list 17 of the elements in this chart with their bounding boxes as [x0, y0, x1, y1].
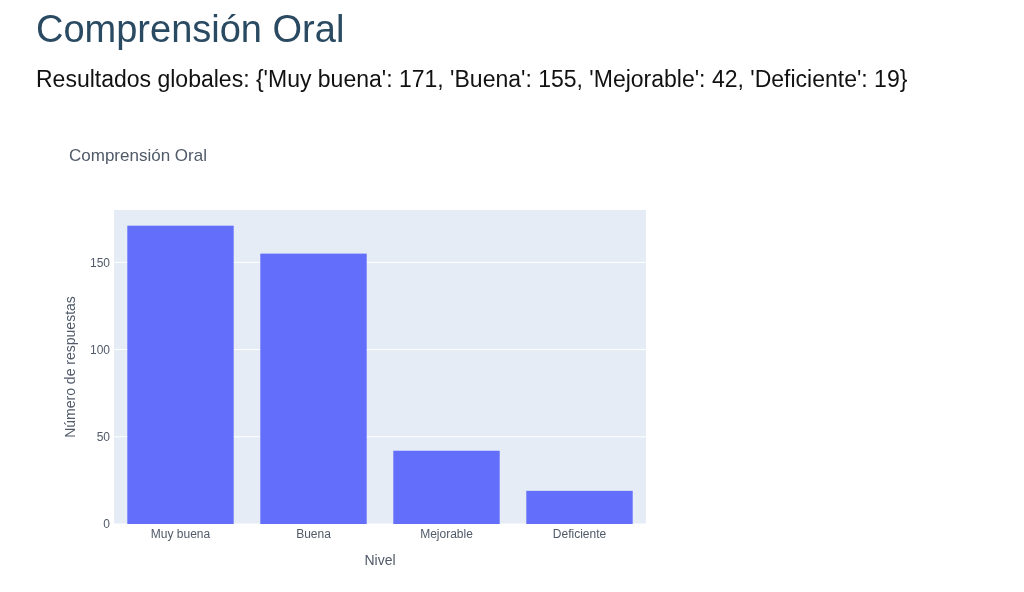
y-tick-label: 50: [96, 429, 111, 444]
bar: [526, 490, 633, 524]
x-tick-label: Deficiente: [552, 527, 607, 541]
x-tick-label: Buena: [296, 527, 332, 541]
x-axis-title: Nivel: [364, 552, 396, 568]
y-tick-label: 0: [103, 517, 111, 532]
x-tick-label: Mejorable: [420, 527, 474, 541]
chart-title: Comprensión Oral: [36, 8, 345, 50]
text: Comprensión Oral: [69, 146, 207, 165]
bar: [260, 253, 367, 524]
y-axis-title: Número de respuestas: [62, 296, 78, 438]
chart-subtitle: Resultados globales: {'Muy buena': 171, 'Buena': 155, 'Mejorable': 42, 'Deficiente': 19}: [36, 66, 908, 92]
x-tick-label: Muy buena: [150, 527, 211, 541]
y-tick-label: 100: [89, 342, 111, 357]
bar: [127, 225, 234, 524]
bar: [393, 450, 500, 524]
y-tick-label: 150: [89, 255, 111, 270]
